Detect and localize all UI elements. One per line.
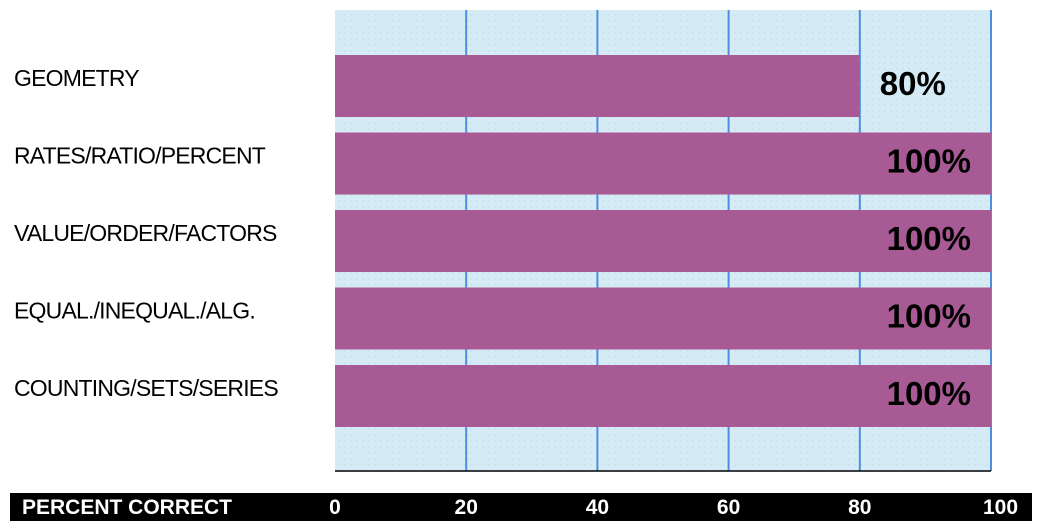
x-tick-label: 80 [848, 496, 871, 519]
category-label: COUNTING/SETS/SERIES [14, 375, 278, 401]
bar-3 [335, 287, 991, 350]
category-labels: GEOMETRY RATES/RATIO/PERCENT VALUE/ORDER/F… [14, 65, 279, 401]
data-label: 100% [887, 220, 971, 257]
category-label: GEOMETRY [14, 65, 139, 91]
x-tick-label: 60 [717, 496, 740, 519]
x-tick-label: 100 [983, 496, 1018, 519]
x-tick-label: 0 [329, 496, 341, 519]
data-labels: 80% 100% 100% 100% 100% [880, 65, 971, 412]
bars [335, 55, 991, 427]
x-tick-label: 20 [455, 496, 478, 519]
x-axis-title: PERCENT CORRECT [22, 496, 232, 519]
bar-1 [335, 132, 991, 195]
x-tick-labels: 0 20 40 60 80 100 [329, 496, 1018, 519]
data-label: 100% [887, 143, 971, 180]
bar-4 [335, 365, 991, 427]
data-label: 100% [887, 375, 971, 412]
bar-0 [335, 55, 860, 117]
data-label: 80% [880, 65, 946, 102]
axis-band [10, 493, 1032, 521]
category-label: EQUAL./INEQUAL./ALG. [14, 298, 255, 324]
x-tick-label: 40 [586, 496, 609, 519]
category-label: RATES/RATIO/PERCENT [14, 143, 266, 169]
bar-2 [335, 210, 991, 272]
category-label: VALUE/ORDER/FACTORS [14, 220, 277, 246]
data-label: 100% [887, 298, 971, 335]
